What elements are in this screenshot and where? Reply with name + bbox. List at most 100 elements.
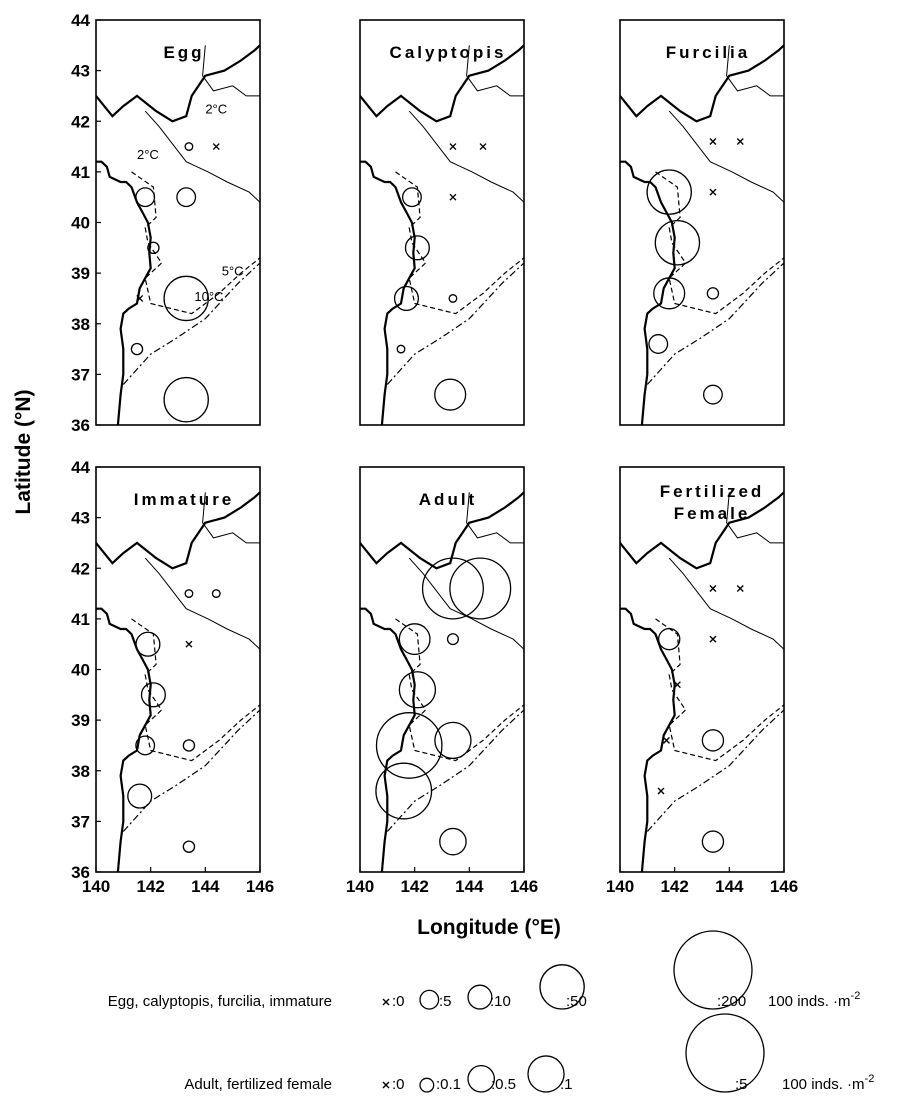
- legend-unit-exponent: -2: [865, 1073, 875, 1085]
- zero-marker: [657, 787, 665, 795]
- abundance-bubble: [393, 285, 420, 311]
- legend-value: :200: [717, 993, 746, 1010]
- axis-labels: Latitude (°N) Longitude (°E): [12, 389, 561, 939]
- y-axis-label: Latitude (°N): [12, 389, 35, 514]
- coastline-honshu: [360, 160, 416, 425]
- x-tick-label: 142: [400, 877, 428, 896]
- coastline-hokkaido: [360, 44, 524, 123]
- y-tick-label: 43: [71, 62, 90, 81]
- y-tick-label: 37: [71, 812, 90, 831]
- legend-bubble: [685, 1013, 765, 1093]
- isotherm-5c: [655, 171, 784, 315]
- isotherm-2c: [726, 492, 784, 544]
- x-tick-label: 146: [510, 877, 538, 896]
- abundance-bubble: [398, 623, 431, 656]
- map-panel: Immature 36 37 38 39 40 41 42 43 44 140 142 144 146: [71, 458, 274, 896]
- x-tick-label: 142: [136, 877, 164, 896]
- x-tick-label: 144: [715, 877, 744, 896]
- abundance-bubble: [396, 344, 406, 354]
- isotherm-2c: [726, 45, 784, 97]
- isotherm-5c: [395, 618, 524, 762]
- zero-marker: [185, 640, 193, 648]
- isotherm-10c: [122, 262, 260, 385]
- legend-unit: 100 inds. ·m-2: [768, 990, 860, 1010]
- isotherm-label: 10°C: [194, 289, 223, 304]
- y-tick-label: 39: [71, 711, 90, 730]
- y-tick-label: 44: [71, 458, 90, 477]
- panel-title: Female: [674, 504, 751, 523]
- abundance-bubble: [163, 275, 209, 322]
- abundance-bubble: [702, 384, 723, 405]
- abundance-bubble: [657, 627, 681, 651]
- legend-value: :5: [735, 1076, 748, 1093]
- y-tick-label: 37: [71, 365, 90, 384]
- abundance-bubble: [130, 342, 144, 356]
- abundance-bubble: [182, 840, 196, 853]
- panel-title: Egg: [163, 43, 204, 62]
- abundance-bubble: [140, 682, 166, 708]
- abundance-bubble: [211, 589, 221, 598]
- coastline-hokkaido: [96, 491, 260, 570]
- zero-marker: [736, 138, 744, 145]
- y-tick-label: 40: [71, 214, 90, 233]
- legend-value: :10: [490, 993, 511, 1010]
- x-tick-label: 140: [346, 877, 374, 896]
- isotherm-2c: [408, 557, 524, 650]
- abundance-bubble: [706, 287, 720, 300]
- y-tick-label: 41: [71, 610, 90, 629]
- isotherm-2c: [466, 492, 524, 544]
- zero-marker: [709, 585, 717, 592]
- legend-value: :0.5: [491, 1076, 516, 1093]
- legend-value: :0: [392, 993, 405, 1010]
- abundance-bubble: [646, 169, 692, 215]
- legend-bubble: [527, 1055, 565, 1093]
- abundance-bubble: [446, 633, 459, 646]
- legend-value: :5: [439, 993, 452, 1010]
- abundance-bubble: [375, 712, 443, 779]
- panel-title: Calyptopis: [390, 43, 507, 62]
- coastline-hokkaido: [360, 491, 524, 570]
- abundance-bubble: [404, 235, 430, 261]
- abundance-bubble: [184, 142, 194, 151]
- isotherm-5c: [131, 171, 260, 315]
- abundance-bubble: [135, 735, 156, 756]
- isotherm-2c: [202, 45, 260, 97]
- y-tick-label: 42: [71, 559, 90, 578]
- abundance-bubble: [701, 830, 725, 853]
- zero-marker: [479, 143, 487, 151]
- x-tick-label: 146: [770, 877, 798, 896]
- panel-title: Adult: [419, 490, 477, 509]
- legend-zero-marker: [382, 998, 390, 1006]
- abundance-bubble: [184, 589, 194, 598]
- abundance-bubble: [439, 827, 467, 856]
- legend-value: :0: [392, 1076, 405, 1093]
- zero-marker: [662, 736, 670, 744]
- legend-value: :1: [560, 1076, 573, 1093]
- isotherm-label: 2°C: [205, 102, 227, 117]
- legend-label: Adult, fertilized female: [184, 1076, 332, 1093]
- y-tick-label: 42: [71, 112, 90, 131]
- abundance-bubble: [176, 187, 197, 208]
- isotherm-5c: [655, 618, 784, 762]
- y-tick-label: 38: [71, 315, 90, 334]
- legend-label: Egg, calyptopis, furcilia, immature: [108, 993, 332, 1010]
- y-tick-label: 38: [71, 762, 90, 781]
- isotherm-10c: [646, 709, 784, 832]
- zero-marker: [709, 635, 717, 643]
- map-panel: Calyptopis: [359, 19, 525, 426]
- x-tick-label: 146: [246, 877, 274, 896]
- panel-title: Immature: [134, 490, 235, 509]
- abundance-bubble: [398, 671, 437, 709]
- panel-frame: [95, 466, 261, 873]
- x-tick-label: 140: [82, 877, 110, 896]
- coastline-hokkaido: [96, 44, 260, 123]
- y-tick-label: 44: [71, 11, 90, 30]
- zero-marker: [449, 193, 457, 201]
- abundance-bubble: [648, 334, 669, 354]
- legend: Egg, calyptopis, furcilia, immature :0 :5:…: [108, 930, 875, 1093]
- panel-frame: [95, 19, 261, 426]
- coastline-honshu: [620, 607, 676, 872]
- zero-marker: [673, 681, 681, 689]
- zero-marker: [212, 143, 220, 151]
